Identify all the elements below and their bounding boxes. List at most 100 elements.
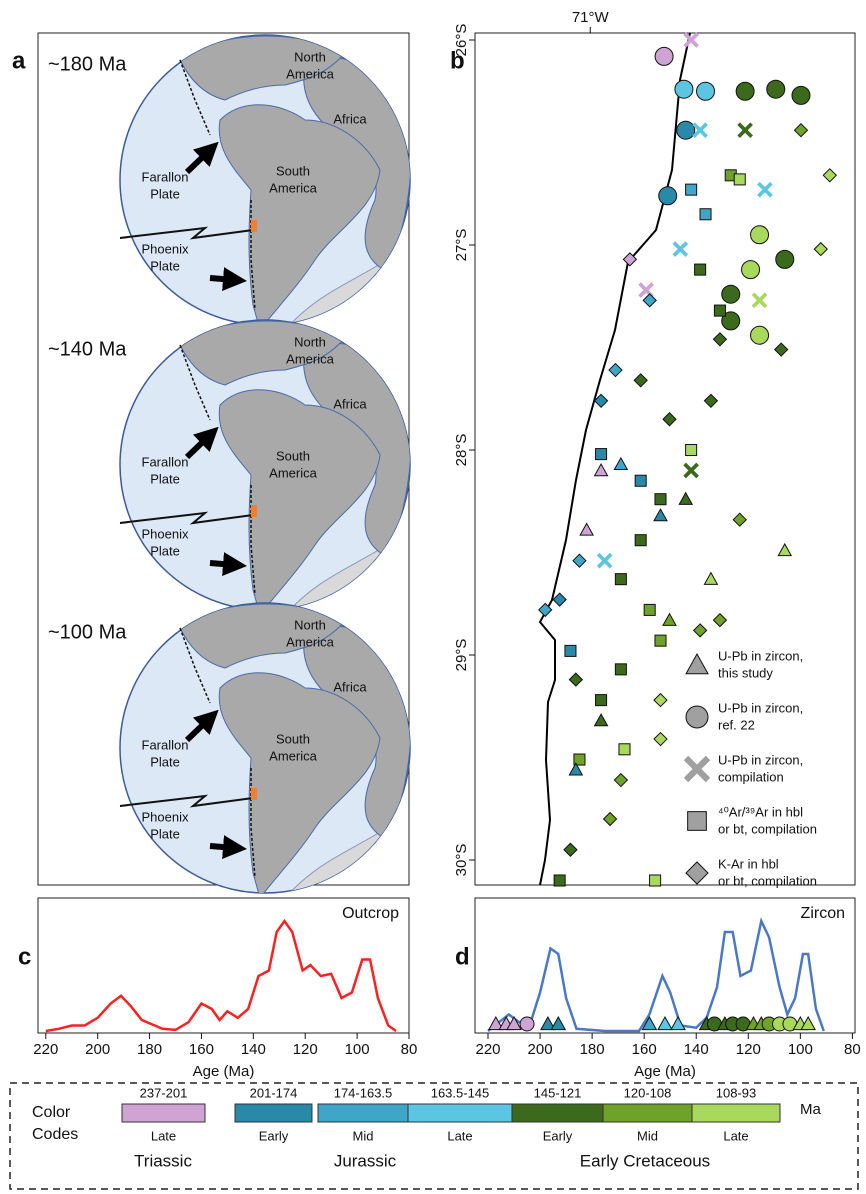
sample-point — [734, 174, 745, 185]
x-tick-label: 160 — [189, 1041, 214, 1058]
map-label: Farallon — [142, 454, 189, 469]
map-label: America — [269, 465, 317, 480]
map-label: North — [294, 617, 326, 632]
sample-point — [635, 535, 646, 546]
study-area — [251, 788, 257, 800]
sample-point — [792, 86, 810, 104]
x-tick-label: 140 — [684, 1041, 709, 1058]
stage-label: Early — [259, 1128, 289, 1143]
x-tick-label: 200 — [85, 1041, 110, 1058]
stage-label: Mid — [353, 1128, 374, 1143]
map-label: Plate — [150, 258, 180, 273]
unit-label: Ma — [800, 1101, 821, 1118]
legend-text: U-Pb in zircon, — [718, 700, 803, 715]
x-tick-label: 100 — [788, 1041, 813, 1058]
sample-point — [700, 209, 711, 220]
stage-label: Late — [151, 1128, 176, 1143]
map-label: America — [269, 180, 317, 195]
map-label: Plate — [150, 543, 180, 558]
sample-point — [714, 305, 725, 316]
chart-title: Zircon — [801, 905, 845, 922]
map-label: South — [276, 731, 310, 746]
sample-point — [776, 250, 794, 268]
x-axis-label: Age (Ma) — [193, 1063, 255, 1080]
sample-point — [722, 285, 740, 303]
color-swatch — [603, 1104, 692, 1122]
sample-point — [655, 635, 666, 646]
map-label: Farallon — [142, 169, 189, 184]
x-tick-label: 220 — [33, 1041, 58, 1058]
map-label: America — [269, 748, 317, 763]
sample-point — [655, 47, 673, 65]
age-range: 201-174 — [250, 1085, 298, 1100]
color-code-title: Codes — [32, 1126, 78, 1143]
color-swatch — [318, 1104, 408, 1122]
map-label: Africa — [333, 679, 367, 694]
legend-marker — [686, 706, 708, 728]
x-tick-label: 160 — [632, 1041, 657, 1058]
legend-text: or bt, compilation — [718, 821, 817, 836]
x-axis-label: Age (Ma) — [634, 1063, 696, 1080]
sample-point — [677, 121, 695, 139]
y-tick-label: 30°S — [453, 844, 470, 877]
plate-arrow — [210, 846, 235, 848]
legend-text: K-Ar in hbl — [718, 856, 779, 871]
sample-point — [615, 664, 626, 675]
sample-point — [686, 444, 697, 455]
map-label: Phoenix — [142, 526, 189, 541]
stage-label: Late — [447, 1128, 472, 1143]
legend-text: this study — [718, 665, 773, 680]
color-swatch — [122, 1104, 205, 1122]
map-label: South — [276, 448, 310, 463]
map-label: Africa — [333, 396, 367, 411]
sample-point — [644, 604, 655, 615]
sample-point — [686, 184, 697, 195]
sample-point — [659, 187, 677, 205]
age-range: 145-121 — [534, 1085, 582, 1100]
map-label: Phoenix — [142, 809, 189, 824]
sample-point — [596, 695, 607, 706]
sample-point — [742, 261, 760, 279]
period-label: Jurassic — [334, 1151, 397, 1170]
plate-arrow — [210, 278, 235, 280]
map-label: South — [276, 163, 310, 178]
legend-text: ⁴⁰Ar/³⁹Ar in hbl — [718, 804, 803, 819]
sample-point — [554, 875, 565, 886]
figure: a b ~180 MaNorthAmericaSouthAmericaFaral… — [0, 0, 866, 1194]
map-label: America — [286, 351, 334, 366]
sample-point — [650, 875, 661, 886]
legend-text: U-Pb in zircon, — [718, 752, 803, 767]
legend-text: U-Pb in zircon, — [718, 648, 803, 663]
color-swatch — [235, 1104, 312, 1122]
x-tick-label: 180 — [137, 1041, 162, 1058]
map-label: Farallon — [142, 737, 189, 752]
x-tick-label: 100 — [345, 1041, 370, 1058]
map-age: ~100 Ma — [48, 621, 127, 643]
map-label: Plate — [150, 471, 180, 486]
sample-point — [751, 326, 769, 344]
period-label: Early Cretaceous — [580, 1151, 710, 1170]
x-tick-label: 120 — [293, 1041, 318, 1058]
sample-point — [596, 449, 607, 460]
x-tick-label: 80 — [401, 1041, 418, 1058]
zircon-sample — [520, 1017, 534, 1031]
x-tick-label: 80 — [844, 1041, 861, 1058]
panel-d-frame — [475, 898, 855, 1033]
study-area — [251, 505, 257, 517]
x-tick-label: 220 — [475, 1041, 500, 1058]
age-range: 237-201 — [140, 1085, 188, 1100]
chart-title: Outcrop — [342, 905, 399, 922]
age-range: 120-108 — [624, 1085, 672, 1100]
y-tick-label: 29°S — [453, 639, 470, 672]
x-tick-label: 71°W — [572, 9, 610, 26]
y-tick-label: 27°S — [453, 229, 470, 262]
age-range: 108-93 — [716, 1085, 756, 1100]
map-label: Plate — [150, 826, 180, 841]
map-label: North — [294, 49, 326, 64]
stage-label: Mid — [637, 1128, 658, 1143]
sample-point — [655, 494, 666, 505]
sample-point — [695, 264, 706, 275]
legend-text: compilation — [718, 769, 784, 784]
color-code-title: Color — [32, 1104, 71, 1121]
panel-label: c — [18, 943, 31, 970]
